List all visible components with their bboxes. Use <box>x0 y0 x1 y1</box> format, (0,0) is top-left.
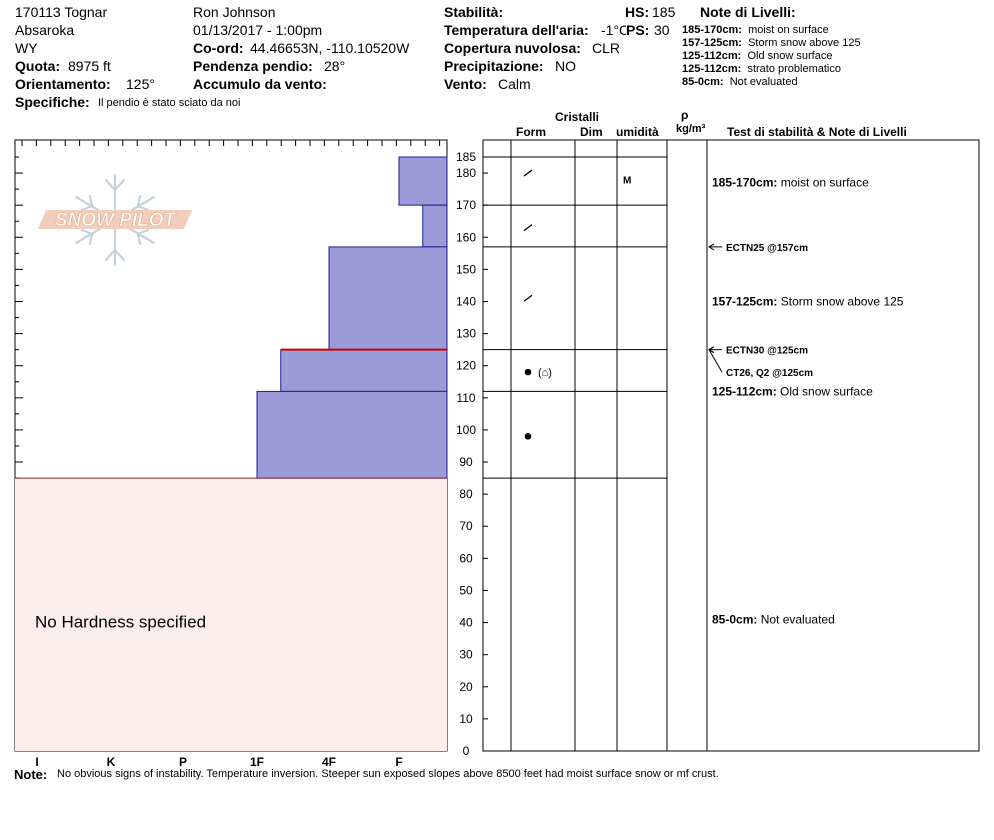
depth-label: 50 <box>459 583 473 597</box>
depth-label: 0 <box>463 744 470 758</box>
stability-test-label: ECTN30 @125cm <box>726 346 808 357</box>
grain-form-precip <box>523 224 533 232</box>
footer-note-text: No obvious signs of instability. Tempera… <box>57 768 719 780</box>
depth-label: 90 <box>459 455 473 469</box>
specifics-value: Il pendio è stato sciato da noi <box>98 97 241 109</box>
depth-label: 100 <box>456 423 476 437</box>
precipitation-label: Precipitazione: <box>444 58 544 74</box>
dim-header: Dim <box>580 125 603 139</box>
grain-form-rounded <box>524 368 532 376</box>
depth-label: 120 <box>456 359 476 373</box>
wind-value: Calm <box>498 76 531 92</box>
coord-value: 44.46653N, -110.10520W <box>250 40 410 56</box>
elevation-value: 8975 ft <box>68 58 111 74</box>
crystals-header: Cristalli <box>555 110 600 124</box>
aspect-value: 125° <box>126 76 155 92</box>
density-header: kg/m³ <box>676 123 706 135</box>
rho-header: ρ <box>681 108 689 122</box>
stability-label: Stabilità: <box>444 4 504 20</box>
layer-note-annotation: 125-112cm: Old snow surface <box>712 384 873 398</box>
layer-notes-list: 185-170cm: moist on surface 157-125cm: S… <box>682 24 861 89</box>
depth-label: 150 <box>456 262 476 276</box>
air-temp-value: -1°C <box>601 22 630 38</box>
slope-label: Pendenza pendio: <box>193 58 313 74</box>
snowpilot-logo: SNOW PILOT <box>38 173 192 267</box>
wind-label: Vento: <box>444 76 487 92</box>
wind-loading-label: Accumulo da vento: <box>193 76 327 92</box>
layer-notes-title: Note di Livelli: <box>700 4 796 20</box>
layer-note: 157-125cm: Storm snow above 125 <box>682 37 861 49</box>
site-name: 170113 Tognar <box>15 4 108 20</box>
hardness-bar <box>256 390 448 479</box>
grain-form-secondary: (⌂) <box>538 367 552 379</box>
hardness-bar <box>328 246 448 351</box>
layer-note-annotation: 157-125cm: Storm snow above 125 <box>712 294 904 308</box>
mountain-range: Absaroka <box>15 22 75 38</box>
stability-test-arrow <box>708 349 723 373</box>
aspect-label: Orientamento: <box>15 76 111 92</box>
stability-test-arrowhead <box>708 243 715 251</box>
elevation-label: Quota: <box>15 58 61 74</box>
cloud-cover-label: Copertura nuvolosa: <box>444 40 581 56</box>
hardness-label: F <box>395 755 402 769</box>
air-temp-label: Temperatura dell'aria: <box>444 22 589 38</box>
form-header: Form <box>516 125 546 139</box>
no-hardness-label: No Hardness specified <box>35 613 206 632</box>
ps-value: 30 <box>654 22 670 38</box>
layer-note: 125-112cm: Old snow surface <box>682 50 833 62</box>
layer-note-annotation: 185-170cm: moist on surface <box>712 176 869 190</box>
observation-datetime: 01/13/2017 - 1:00pm <box>193 22 323 38</box>
grain-form-rounded <box>524 433 532 440</box>
depth-label: 20 <box>459 680 473 694</box>
precipitation-value: NO <box>555 58 576 74</box>
depth-label: 40 <box>459 616 473 630</box>
hs-label: HS: <box>625 4 650 20</box>
depth-label: 60 <box>459 551 473 565</box>
grain-form-precip <box>523 169 533 177</box>
depth-label: 70 <box>459 519 473 533</box>
humidity-code: M <box>623 175 631 186</box>
depth-label: 80 <box>459 487 473 501</box>
cloud-cover-value: CLR <box>592 40 621 56</box>
layer-note: 185-170cm: moist on surface <box>682 24 829 36</box>
hardness-bar <box>280 349 448 392</box>
depth-label: 30 <box>459 648 473 662</box>
no-hardness-region <box>15 478 447 751</box>
stability-test-label: CT26, Q2 @125cm <box>726 368 813 379</box>
depth-label: 140 <box>456 294 476 308</box>
depth-label: 110 <box>456 391 475 405</box>
state: WY <box>15 40 38 56</box>
footer-note-label: Note: <box>14 767 48 782</box>
depth-label: 180 <box>456 166 476 180</box>
tests-header: Test di stabilità & Note di Livelli <box>727 125 907 139</box>
depth-label: 185 <box>456 150 476 164</box>
layer-note: 85-0cm: Not evaluated <box>682 76 798 88</box>
grain-form-precip <box>523 294 533 302</box>
coord-label: Co-ord: <box>193 40 244 56</box>
slope-value: 28° <box>324 58 346 74</box>
crystal-table-frame <box>482 139 980 752</box>
observer-name: Ron Johnson <box>193 4 276 20</box>
hardness-label: 4F <box>322 755 336 769</box>
hardness-label: K <box>107 755 116 769</box>
depth-label: 160 <box>456 230 476 244</box>
depth-label: 170 <box>456 198 476 212</box>
layer-note: 125-112cm: strato problematico <box>682 63 841 75</box>
stability-test-arrowhead <box>708 346 715 354</box>
hardness-label: 1F <box>250 755 264 769</box>
hardness-label: P <box>179 755 187 769</box>
hardness-label: I <box>35 755 38 769</box>
humidity-header: umidità <box>616 125 659 139</box>
depth-label: 130 <box>456 327 476 341</box>
hardness-bar <box>398 156 448 206</box>
layer-note-annotation: 85-0cm: Not evaluated <box>712 612 835 626</box>
ps-label: PS: <box>626 22 650 38</box>
logo-text: SNOW PILOT <box>55 210 177 231</box>
specifics-label: Specifiche: <box>15 94 90 110</box>
hardness-bar <box>422 204 448 248</box>
hs-value: 185 <box>652 4 676 20</box>
depth-label: 10 <box>459 712 473 726</box>
stability-test-label: ECTN25 @157cm <box>726 243 808 254</box>
